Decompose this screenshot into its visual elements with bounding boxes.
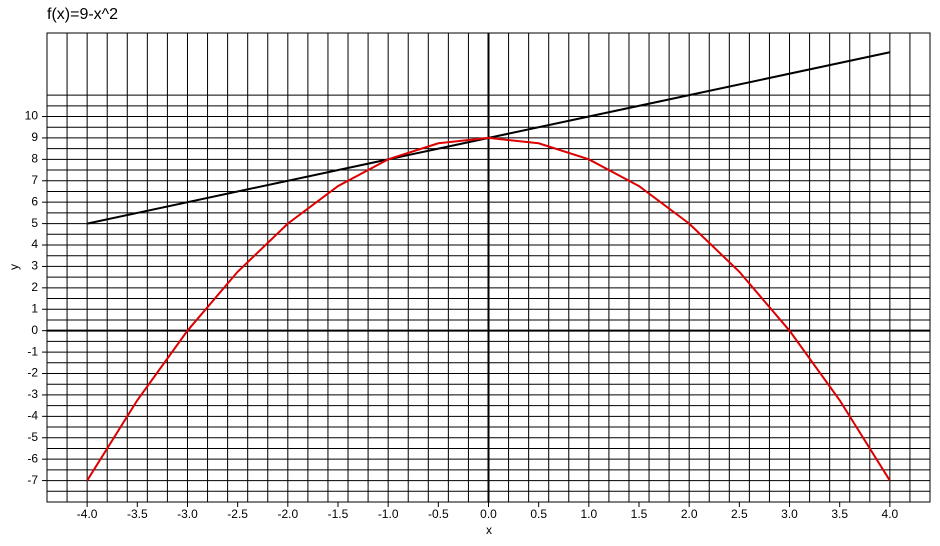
x-tick-label: 3.5 bbox=[831, 507, 848, 521]
y-tick-label: -1 bbox=[27, 344, 38, 358]
x-tick-label: 2.5 bbox=[731, 507, 748, 521]
y-tick-label: -5 bbox=[27, 430, 38, 444]
x-tick-label: 0.0 bbox=[480, 507, 497, 521]
y-tick-label: 1 bbox=[31, 301, 38, 315]
y-tick-label: 6 bbox=[31, 194, 38, 208]
y-tick-label: 8 bbox=[31, 152, 38, 166]
y-tick-label: -4 bbox=[27, 409, 38, 423]
x-tick-label: 1.5 bbox=[631, 507, 648, 521]
y-tick-label: 4 bbox=[31, 237, 38, 251]
y-axis-label: y bbox=[7, 264, 21, 270]
x-tick-label: -3.5 bbox=[127, 507, 148, 521]
y-tick-label: -3 bbox=[27, 387, 38, 401]
y-tick-label: -7 bbox=[27, 473, 38, 487]
x-tick-label: -2.5 bbox=[227, 507, 248, 521]
x-axis-label: x bbox=[486, 523, 492, 537]
series-line bbox=[86, 136, 891, 482]
y-tick-label: 2 bbox=[31, 280, 38, 294]
x-tick-label: -0.5 bbox=[428, 507, 449, 521]
y-tick-label: 7 bbox=[31, 173, 38, 187]
y-tick-label: 3 bbox=[31, 259, 38, 273]
y-tick-label: 10 bbox=[25, 109, 39, 123]
y-tick-label: -6 bbox=[27, 451, 38, 465]
x-tick-label: -1.0 bbox=[378, 507, 399, 521]
x-tick-label: 3.0 bbox=[781, 507, 798, 521]
y-tick-label: 0 bbox=[31, 323, 38, 337]
x-tick-label: 2.0 bbox=[681, 507, 698, 521]
x-tick-label: 1.0 bbox=[580, 507, 597, 521]
y-tick-label: -2 bbox=[27, 366, 38, 380]
x-tick-label: -4.0 bbox=[77, 507, 98, 521]
y-tick-label: 9 bbox=[31, 130, 38, 144]
x-tick-label: -1.5 bbox=[328, 507, 349, 521]
chart-title: f(x)=9-x^2 bbox=[47, 6, 118, 23]
x-tick-label: 0.5 bbox=[530, 507, 547, 521]
x-tick-label: -3.0 bbox=[177, 507, 198, 521]
y-tick-label: 5 bbox=[31, 216, 38, 230]
x-tick-label: -2.0 bbox=[277, 507, 298, 521]
x-tick-label: 4.0 bbox=[882, 507, 899, 521]
